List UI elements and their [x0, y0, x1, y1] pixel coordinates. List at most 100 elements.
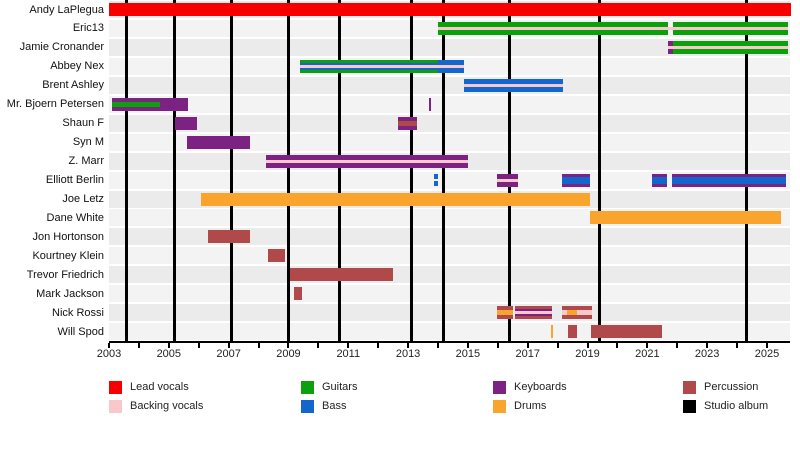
- timeline-dash-bass: [433, 180, 438, 186]
- x-axis-tick-label: 2023: [694, 348, 720, 360]
- member-label: Jon Hortonson: [32, 230, 104, 243]
- studio-album-line: [409, 0, 413, 341]
- timeline-bar: [496, 306, 514, 320]
- x-axis-tick-label: 2013: [395, 348, 421, 360]
- timeline-bar-layer-bass: [672, 176, 787, 184]
- x-axis-tick-label: 2009: [276, 348, 301, 360]
- timeline-bar-layer-drums: [567, 310, 578, 316]
- timeline-bar-layer-bass: [562, 176, 590, 184]
- x-axis-minor-tick: [377, 343, 380, 348]
- timeline-bar: [562, 306, 593, 320]
- x-axis-tick-label: 2005: [156, 348, 182, 360]
- x-axis-minor-tick: [706, 343, 709, 348]
- legend-swatch-lead: [109, 381, 122, 394]
- x-axis-minor-tick: [436, 343, 439, 348]
- timeline-bar: [289, 268, 394, 282]
- timeline-bar: [207, 230, 251, 244]
- legend-swatch-album: [683, 400, 696, 413]
- x-axis-minor-tick: [736, 343, 739, 348]
- timeline-bar-layer-drums: [496, 310, 514, 316]
- timeline-bar-layer-percussion: [397, 120, 418, 126]
- legend-swatch-backing: [109, 400, 122, 413]
- x-axis-tick-label: 2003: [96, 348, 122, 360]
- legend-label: Backing vocals: [130, 400, 204, 412]
- timeline-bar-layer-bass: [652, 176, 668, 184]
- x-axis-minor-tick: [466, 343, 469, 348]
- x-axis-tick-label: 2007: [216, 348, 241, 360]
- x-axis-tick-label: 2015: [455, 348, 481, 360]
- member-label: Shaun F: [62, 117, 104, 130]
- row-band: [109, 228, 790, 246]
- x-axis-minor-tick: [137, 343, 140, 348]
- timeline-bar: [111, 97, 188, 111]
- timeline-bar: [589, 211, 782, 225]
- member-label: Nick Rossi: [52, 306, 104, 319]
- row-band: [109, 304, 790, 322]
- timeline-bar-layer-backing: [437, 26, 668, 30]
- timeline-tick-keyboards: [428, 97, 431, 111]
- legend-label: Keyboards: [514, 381, 567, 393]
- timeline-bar-layer-backing: [464, 83, 563, 87]
- x-axis-minor-tick: [108, 343, 110, 348]
- row-band: [109, 114, 790, 132]
- timeline-bar: [201, 192, 590, 206]
- x-axis-minor-tick: [347, 343, 350, 348]
- row-band: [109, 323, 790, 341]
- row-band: [109, 266, 790, 284]
- member-label: Syn M: [72, 136, 104, 149]
- row-band: [109, 95, 790, 113]
- timeline-bar-layer-backing: [673, 45, 789, 49]
- studio-album-line: [337, 0, 341, 341]
- x-axis-minor-tick: [496, 343, 499, 348]
- timeline-bar: [268, 249, 286, 263]
- member-label: Eric13: [72, 22, 104, 35]
- studio-album-line: [286, 0, 290, 341]
- member-label: Mark Jackson: [36, 287, 104, 300]
- timeline-bar-layer-backing: [437, 64, 464, 68]
- studio-album-line: [508, 0, 512, 341]
- x-axis-minor-tick: [257, 343, 260, 348]
- timeline-bar-layer-backing: [300, 64, 438, 68]
- timeline-bar: [397, 116, 418, 130]
- timeline-bar: [437, 21, 668, 35]
- legend-label: Guitars: [322, 381, 358, 393]
- studio-album-line: [173, 0, 177, 341]
- legend-label: Drums: [514, 400, 547, 412]
- studio-album-line: [598, 0, 601, 341]
- x-axis-minor-tick: [197, 343, 200, 348]
- x-axis-tick-label: 2011: [336, 348, 361, 360]
- x-axis-minor-tick: [526, 343, 529, 348]
- timeline-plot-area: Andy LaPlegua Eric13 Jamie Cronander Abbey …: [7, 0, 791, 341]
- row-band: [109, 171, 790, 189]
- timeline-bar: [673, 40, 789, 54]
- x-axis-minor-tick: [765, 343, 768, 348]
- studio-album-line: [442, 0, 446, 341]
- row-band: [109, 38, 790, 56]
- timeline-bar: [300, 59, 438, 73]
- timeline-bar: [437, 59, 464, 73]
- legend-swatch-guitars: [301, 381, 314, 394]
- timeline-bar: [672, 173, 787, 187]
- legend-label: Bass: [322, 400, 347, 412]
- x-axis-minor-tick: [227, 343, 230, 348]
- member-label: Joe Letz: [62, 193, 104, 205]
- legend-label: Lead vocals: [130, 381, 189, 393]
- legend-label: Studio album: [704, 400, 769, 412]
- row-band: [109, 285, 790, 303]
- studio-album-line: [744, 0, 748, 341]
- member-label: Abbey Nex: [50, 60, 104, 73]
- x-axis-tick-label: 2019: [575, 348, 600, 360]
- legend-swatch-keyboards: [493, 381, 506, 394]
- x-axis-minor-tick: [556, 343, 559, 348]
- member-label: Trevor Friedrich: [26, 268, 104, 281]
- timeline-bar: [175, 116, 197, 130]
- timeline-bar: [652, 173, 668, 187]
- legend-swatch-drums: [493, 400, 506, 413]
- row-band: [109, 76, 790, 94]
- timeline-bar: [496, 173, 519, 187]
- x-axis-minor-tick: [586, 343, 589, 348]
- x-axis-tick-label: 2021: [635, 348, 660, 360]
- row-band: [109, 247, 790, 265]
- timeline-bar: [187, 135, 251, 149]
